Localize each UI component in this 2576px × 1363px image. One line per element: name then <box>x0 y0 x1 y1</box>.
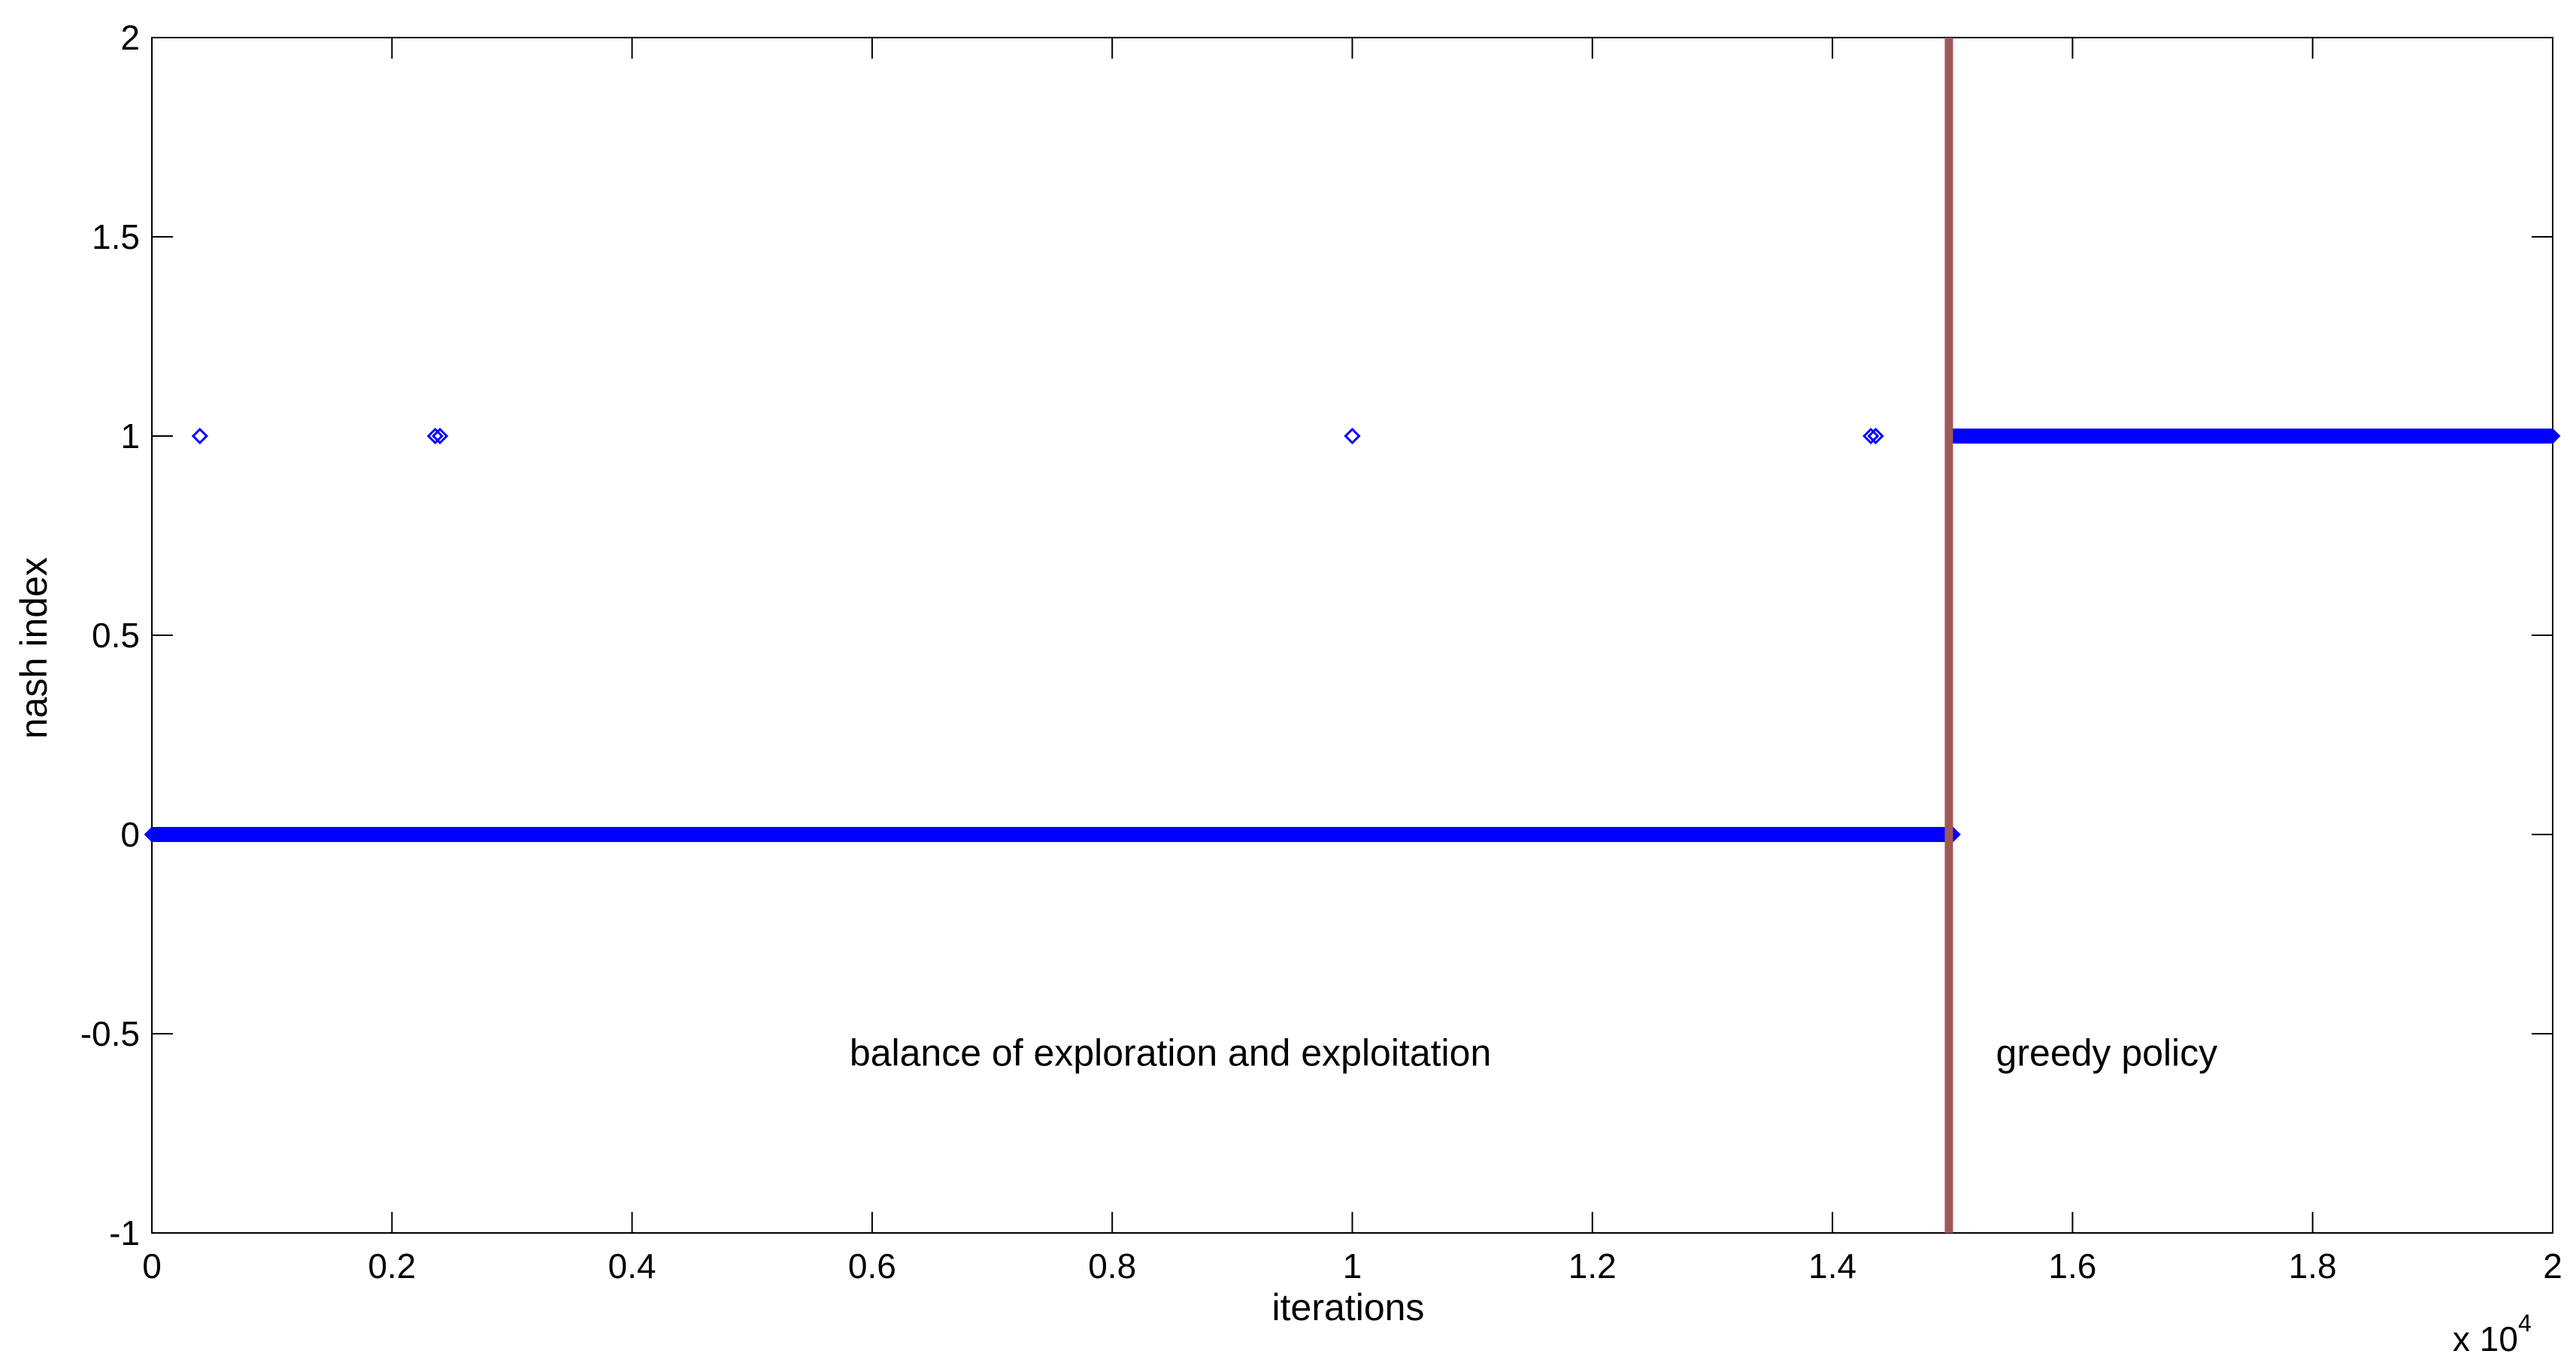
y-tick-label: 1 <box>120 416 140 456</box>
x-tick-label: 1.6 <box>2048 1246 2096 1286</box>
y-tick-label: 0.5 <box>92 616 140 655</box>
y-tick-label: -0.5 <box>80 1014 140 1053</box>
y-tick-label: 0 <box>120 815 140 854</box>
data-point <box>432 427 449 445</box>
x-tick-label: 1.8 <box>2289 1246 2337 1286</box>
x-tick-label: 1 <box>1343 1246 1362 1286</box>
data-point <box>1344 427 1361 445</box>
x-tick-label: 1.4 <box>1808 1246 1856 1286</box>
x-axis-ticks: 0 0.2 0.4 0.6 0.8 1 1.2 1.4 1.6 1.8 2 <box>142 38 2562 1286</box>
x-axis-multiplier: x 104 <box>2453 1310 2532 1358</box>
data-markers <box>144 427 2561 844</box>
data-segment <box>144 827 1961 842</box>
x-tick-label: 0.6 <box>848 1246 896 1286</box>
data-point <box>426 427 444 445</box>
x-tick-label: 0.4 <box>608 1246 656 1286</box>
x-tick-label: 1.2 <box>1568 1246 1617 1286</box>
x-axis-multiplier-base: x 10 <box>2453 1319 2518 1358</box>
x-axis-label: iterations <box>1272 1286 1425 1328</box>
x-tick-label: 2 <box>2543 1246 2562 1286</box>
y-tick-label: 2 <box>120 18 140 57</box>
data-segment <box>1944 429 2561 444</box>
x-tick-label: 0 <box>142 1246 162 1286</box>
data-point <box>1867 427 1884 445</box>
annotations: balance of exploration and exploitation g… <box>850 1031 2217 1074</box>
data-point <box>191 427 208 445</box>
y-tick-label: -1 <box>109 1213 140 1252</box>
x-tick-label: 0.2 <box>368 1246 416 1286</box>
y-tick-label: 1.5 <box>92 217 140 256</box>
data-point <box>1862 427 1880 445</box>
annotation-text: balance of exploration and exploitation <box>850 1031 1491 1074</box>
y-axis-label: nash index <box>13 557 55 739</box>
x-axis-multiplier-exponent: 4 <box>2518 1310 2532 1337</box>
x-tick-label: 0.8 <box>1088 1246 1136 1286</box>
annotation-text: greedy policy <box>1996 1031 2218 1074</box>
